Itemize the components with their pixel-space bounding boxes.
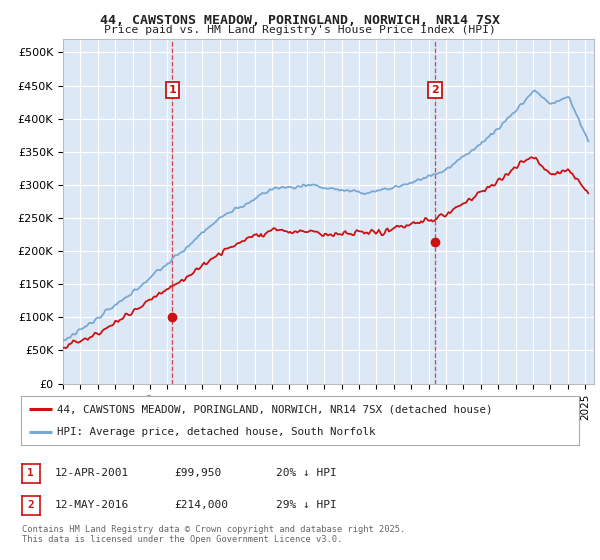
Text: £214,000: £214,000 (174, 500, 228, 510)
Text: 20% ↓ HPI: 20% ↓ HPI (276, 468, 337, 478)
Text: 1: 1 (27, 468, 34, 478)
Text: 29% ↓ HPI: 29% ↓ HPI (276, 500, 337, 510)
Text: Contains HM Land Registry data © Crown copyright and database right 2025.
This d: Contains HM Land Registry data © Crown c… (22, 525, 405, 544)
Text: HPI: Average price, detached house, South Norfolk: HPI: Average price, detached house, Sout… (57, 427, 376, 437)
Text: 44, CAWSTONS MEADOW, PORINGLAND, NORWICH, NR14 7SX (detached house): 44, CAWSTONS MEADOW, PORINGLAND, NORWICH… (57, 404, 493, 414)
Text: 2: 2 (27, 500, 34, 510)
Text: £99,950: £99,950 (174, 468, 221, 478)
Text: 12-MAY-2016: 12-MAY-2016 (55, 500, 130, 510)
Text: 2: 2 (431, 85, 439, 95)
Text: 44, CAWSTONS MEADOW, PORINGLAND, NORWICH, NR14 7SX: 44, CAWSTONS MEADOW, PORINGLAND, NORWICH… (100, 14, 500, 27)
Text: 1: 1 (169, 85, 176, 95)
Text: Price paid vs. HM Land Registry's House Price Index (HPI): Price paid vs. HM Land Registry's House … (104, 25, 496, 35)
Text: 12-APR-2001: 12-APR-2001 (55, 468, 130, 478)
